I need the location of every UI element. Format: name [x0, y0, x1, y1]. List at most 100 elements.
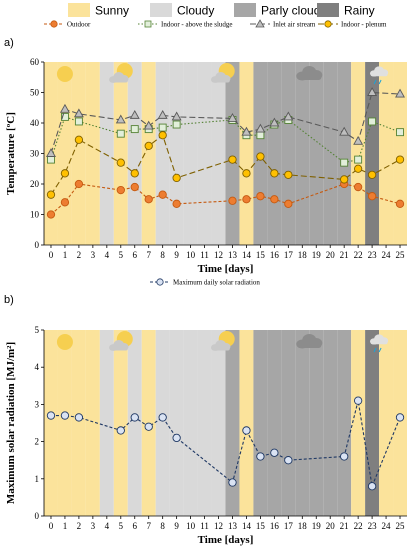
weather-band-day-11 — [197, 62, 212, 245]
x-tick-label: 19 — [312, 250, 322, 260]
legend-entry: Maximum daily solar radiation — [150, 278, 260, 287]
data-point — [283, 111, 294, 121]
weather-band-day-3 — [85, 62, 100, 245]
x-tick-label: 10 — [186, 521, 196, 531]
data-point — [144, 422, 153, 431]
data-point — [228, 196, 237, 205]
x-tick-label: 17 — [284, 250, 294, 260]
weather-legend-rainy: Rainy — [317, 3, 375, 18]
data-point — [46, 411, 56, 420]
weather-band-day-17 — [281, 330, 296, 516]
legend-text: Inlet air stream — [273, 21, 316, 29]
weather-band-day-6 — [127, 62, 142, 245]
x-tick-label: 5 — [119, 250, 124, 260]
data-point — [130, 413, 139, 422]
weather-band-day-22 — [351, 330, 366, 516]
y-tick-label: 10 — [30, 210, 40, 220]
data-point — [255, 123, 266, 133]
data-point — [73, 108, 84, 118]
data-point — [395, 155, 405, 164]
data-point — [157, 109, 168, 119]
weather-band-day-25 — [393, 330, 407, 516]
x-tick-label: 15 — [256, 250, 266, 260]
data-point — [256, 192, 265, 201]
data-point — [228, 478, 237, 487]
data-point — [158, 413, 167, 422]
weather-band-day-21 — [337, 330, 352, 516]
data-point — [60, 411, 70, 420]
data-point — [116, 129, 125, 138]
x-tick-label: 16 — [270, 250, 280, 260]
x-tick-label: 0 — [49, 521, 54, 531]
data-point — [46, 190, 56, 199]
legend-swatch — [68, 3, 90, 17]
weather-band-day-0 — [44, 330, 58, 516]
cloud-shape — [109, 340, 129, 351]
weather-band-day-18 — [295, 62, 310, 245]
weather-band-day-5 — [113, 330, 128, 516]
cloud-shape — [210, 340, 231, 351]
data-point — [115, 114, 126, 124]
weather-band-day-17 — [281, 62, 296, 245]
data-point — [353, 396, 363, 405]
weather-band-day-12 — [211, 62, 226, 245]
y-axis-label: Maximum solar radiation [MJ/m²] — [5, 342, 17, 504]
legend-entry: Outdoor — [44, 20, 91, 29]
data-point — [340, 175, 349, 184]
legend-entry: Indoor - above the sludge — [138, 21, 233, 29]
data-point — [59, 103, 70, 113]
weather-band-day-12 — [211, 330, 226, 516]
x-tick-label: 0 — [49, 250, 54, 260]
x-tick-label: 24 — [382, 521, 392, 531]
series-maximum-daily-solar-radiation — [46, 396, 405, 491]
x-tick-label: 12 — [214, 250, 223, 260]
weather-band-day-16 — [267, 330, 282, 516]
x-tick-label: 20 — [326, 521, 336, 531]
x-tick-label: 24 — [382, 250, 392, 260]
x-tick-label: 7 — [146, 521, 151, 531]
x-tick-label: 1 — [63, 521, 68, 531]
x-tick-label: 15 — [256, 521, 266, 531]
series-line — [50, 116, 401, 164]
x-tick-label: 13 — [228, 521, 238, 531]
y-tick-label: 3 — [35, 399, 40, 409]
data-point — [353, 135, 364, 145]
x-tick-label: 13 — [228, 250, 238, 260]
weather-band-day-14 — [239, 62, 254, 245]
weather-band-day-13 — [225, 62, 240, 245]
x-tick-label: 11 — [200, 250, 209, 260]
data-point — [129, 109, 140, 119]
y-tick-label: 0 — [35, 240, 40, 250]
weather-band-day-20 — [323, 330, 338, 516]
cloud-icon — [296, 66, 323, 81]
weather-band-day-9 — [169, 330, 184, 516]
legend-text: Indoor - plenum — [341, 21, 387, 29]
data-point — [172, 173, 181, 183]
x-tick-label: 18 — [298, 521, 308, 531]
partly-cloudy-icon — [210, 63, 235, 83]
sun-icon — [56, 66, 73, 82]
x-tick-label: 11 — [200, 521, 209, 531]
data-point — [270, 169, 279, 178]
weather-legend-parly-cloudy: Parly cloudy — [234, 3, 326, 18]
data-point — [172, 433, 181, 443]
weather-band-day-2 — [71, 330, 86, 516]
weather-band-day-11 — [197, 330, 212, 516]
weather-band-day-4 — [99, 330, 114, 516]
cloud-shape — [369, 334, 389, 345]
x-tick-label: 23 — [368, 521, 378, 531]
x-tick-label: 22 — [354, 250, 363, 260]
y-tick-label: 0 — [35, 511, 40, 521]
data-point — [60, 112, 69, 121]
data-point — [130, 125, 139, 134]
y-tick-label: 40 — [30, 118, 40, 128]
legend-text: Maximum daily solar radiation — [173, 279, 260, 287]
data-point — [60, 169, 70, 178]
cloud-shape — [109, 72, 129, 83]
y-tick-label: 20 — [30, 179, 40, 189]
data-point — [354, 155, 363, 164]
x-axis-label: Time [days] — [198, 534, 254, 546]
